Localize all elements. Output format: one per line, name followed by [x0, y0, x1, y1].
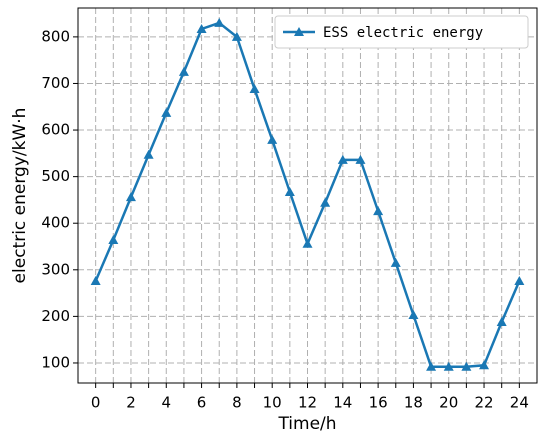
data-marker: [426, 361, 437, 371]
data-marker: [161, 107, 172, 117]
data-marker: [90, 275, 101, 285]
x-tick-label: 14: [333, 394, 352, 412]
data-marker: [302, 238, 313, 248]
x-tick-label: 6: [197, 394, 207, 412]
data-marker: [496, 316, 507, 326]
data-marker: [108, 234, 119, 244]
data-marker: [408, 309, 419, 319]
data-marker: [231, 31, 242, 41]
data-marker: [461, 361, 472, 371]
data-marker: [337, 154, 348, 164]
y-tick-label: 700: [41, 74, 70, 92]
data-marker: [320, 197, 331, 207]
x-tick-label: 10: [263, 394, 282, 412]
x-tick-label: 4: [161, 394, 171, 412]
x-tick-label: 12: [298, 394, 317, 412]
data-marker: [178, 66, 189, 76]
x-tick-label: 0: [91, 394, 101, 412]
x-axis-label: Time/h: [277, 414, 336, 434]
y-tick-label: 300: [41, 260, 70, 278]
data-marker: [479, 360, 490, 370]
x-tick-label: 8: [232, 394, 242, 412]
data-marker: [249, 84, 260, 94]
y-tick-label: 100: [41, 353, 70, 371]
data-marker: [355, 154, 366, 164]
y-tick-label: 800: [41, 27, 70, 45]
data-marker: [125, 192, 136, 202]
y-tick-label: 500: [41, 167, 70, 185]
plot-frame: [77, 7, 538, 384]
data-marker: [373, 206, 384, 216]
data-marker: [443, 361, 454, 371]
data-marker: [284, 187, 295, 197]
legend-label: ESS electric energy: [323, 25, 483, 41]
y-tick-label: 200: [41, 307, 70, 325]
x-tick-label: 18: [404, 394, 423, 412]
y-axis-label: electric energy/kW·h: [10, 108, 30, 284]
data-marker: [267, 134, 278, 144]
x-tick-label: 22: [474, 394, 493, 412]
x-tick-label: 20: [439, 394, 458, 412]
x-tick-label: 24: [510, 394, 529, 412]
x-tick-label: 16: [369, 394, 388, 412]
x-tick-label: 2: [126, 394, 136, 412]
data-marker: [196, 23, 207, 33]
legend-box: [274, 15, 529, 49]
data-marker: [143, 149, 154, 159]
data-marker: [514, 275, 525, 285]
data-marker: [390, 257, 401, 267]
data-marker: [214, 17, 225, 27]
y-tick-label: 600: [41, 121, 70, 139]
legend-marker: [294, 27, 304, 36]
y-tick-label: 400: [41, 214, 70, 232]
